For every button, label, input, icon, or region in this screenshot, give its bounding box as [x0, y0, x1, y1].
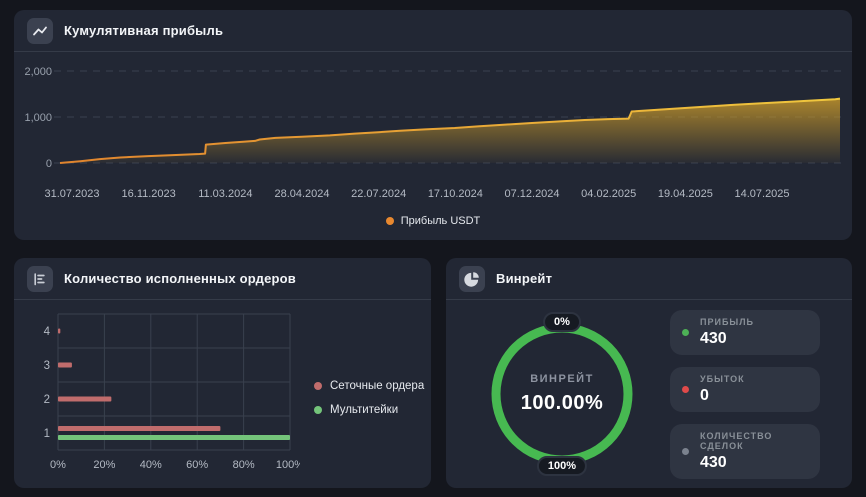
grid-orders-bar[interactable]: [58, 397, 111, 402]
profit-y-tick: 1,000: [24, 112, 52, 124]
pie-chart-icon: [459, 266, 485, 292]
grid-orders-bar[interactable]: [58, 426, 220, 431]
grid-orders-legend-dot: [314, 382, 322, 390]
profit-stat-value: 430: [700, 330, 754, 348]
orders-chart-svg[interactable]: 0% 20% 40% 60% 80% 100% 4 3 2 1: [24, 308, 300, 480]
trades-count-stat-value: 430: [700, 454, 808, 472]
profit-x-tick: 17.10.2024: [428, 188, 483, 200]
loss-stat-label: УБЫТОК: [700, 374, 745, 384]
profit-x-tick: 11.03.2024: [198, 188, 252, 200]
orders-y-tick: 4: [44, 326, 51, 338]
profit-legend-item[interactable]: Прибыль USDT: [14, 215, 852, 227]
multitake-legend-label: Мультитейки: [330, 404, 398, 416]
orders-x-tick: 60%: [186, 459, 208, 471]
orders-x-tick: 0%: [50, 459, 66, 471]
orders-legend-item-multi[interactable]: Мультитейки: [314, 404, 424, 416]
multitake-bar[interactable]: [58, 435, 290, 440]
profit-x-tick: 28.04.2024: [274, 188, 329, 200]
grid-orders-bar[interactable]: [58, 329, 60, 334]
profit-x-tick: 04.02.2025: [581, 188, 636, 200]
executed-orders-panel: Количество исполненных ордеров 0% 20% 40% 6…: [14, 258, 431, 488]
multitake-legend-dot: [314, 406, 322, 414]
profit-x-tick: 14.07.2025: [734, 188, 789, 200]
orders-x-tick: 40%: [140, 459, 162, 471]
profit-x-tick: 16.11.2023: [122, 188, 176, 200]
grid-orders-legend-label: Сеточные ордера: [330, 380, 424, 392]
winrate-panel: Винрейт 0% ВИНРЕЙТ 100.00% 100% ПРИБЫЛЬ …: [446, 258, 852, 488]
winrate-donut[interactable]: 0% ВИНРЕЙТ 100.00% 100%: [480, 308, 644, 480]
orders-y-tick: 1: [44, 428, 50, 440]
profit-x-tick: 22.07.2024: [351, 188, 406, 200]
winrate-min-badge: 0%: [543, 312, 581, 332]
loss-stat-dot: [682, 386, 689, 393]
line-chart-icon: [27, 18, 53, 44]
horizontal-bars-icon: [27, 266, 53, 292]
orders-content: 0% 20% 40% 60% 80% 100% 4 3 2 1 Сеточные ордера М…: [14, 300, 431, 480]
profit-stat-label: ПРИБЫЛЬ: [700, 317, 754, 327]
profit-area-fill: [60, 99, 840, 163]
orders-panel-header: Количество исполненных ордеров: [14, 258, 431, 300]
orders-x-tick: 100%: [276, 459, 300, 471]
profit-y-tick: 2,000: [24, 66, 52, 78]
loss-stat-value: 0: [700, 387, 745, 405]
profit-x-tick: 31.07.2023: [44, 188, 99, 200]
cumulative-profit-panel: Кумулятивная прибыль 2,000 1,000 0 31.07.20…: [14, 10, 852, 240]
profit-x-tick: 07.12.2024: [504, 188, 559, 200]
profit-stat-card: ПРИБЫЛЬ 430: [670, 310, 820, 355]
trades-count-stat-dot: [682, 448, 689, 455]
orders-x-tick: 20%: [93, 459, 115, 471]
winrate-content: 0% ВИНРЕЙТ 100.00% 100% ПРИБЫЛЬ 430: [446, 300, 852, 488]
winrate-ring: [496, 328, 628, 460]
winrate-panel-header: Винрейт: [446, 258, 852, 300]
grid-orders-bar[interactable]: [58, 363, 72, 368]
orders-chart-plot: 0% 20% 40% 60% 80% 100% 4 3 2 1: [44, 314, 300, 471]
orders-y-tick: 2: [44, 394, 50, 406]
orders-legend-item-grid[interactable]: Сеточные ордера: [314, 380, 424, 392]
profit-x-tick: 19.04.2025: [658, 188, 713, 200]
orders-x-tick: 80%: [233, 459, 255, 471]
winrate-panel-title: Винрейт: [496, 271, 552, 286]
profit-legend-dot: [386, 217, 394, 225]
profit-panel-title: Кумулятивная прибыль: [64, 23, 223, 38]
loss-stat-card: УБЫТОК 0: [670, 367, 820, 412]
profit-chart-plot: 2,000 1,000 0 31.07.2023 16.11.2023 11.03.202…: [24, 66, 846, 200]
trades-count-stat-label: КОЛИЧЕСТВО СДЕЛОК: [700, 431, 808, 451]
profit-stat-dot: [682, 329, 689, 336]
profit-legend-label: Прибыль USDT: [401, 215, 481, 227]
profit-y-tick: 0: [46, 158, 52, 170]
winrate-stats: ПРИБЫЛЬ 430 УБЫТОК 0 КОЛИЧЕСТВО СДЕЛОК 4…: [670, 310, 820, 479]
trades-count-stat-card: КОЛИЧЕСТВО СДЕЛОК 430: [670, 424, 820, 479]
profit-panel-header: Кумулятивная прибыль: [14, 10, 852, 52]
orders-y-tick: 3: [44, 360, 50, 372]
winrate-ring-svg: [480, 308, 644, 480]
winrate-max-badge: 100%: [537, 456, 587, 476]
orders-legend: Сеточные ордера Мультитейки: [314, 380, 424, 480]
profit-chart-svg[interactable]: 2,000 1,000 0 31.07.2023 16.11.2023 11.03.202…: [14, 52, 852, 210]
orders-panel-title: Количество исполненных ордеров: [64, 271, 296, 286]
